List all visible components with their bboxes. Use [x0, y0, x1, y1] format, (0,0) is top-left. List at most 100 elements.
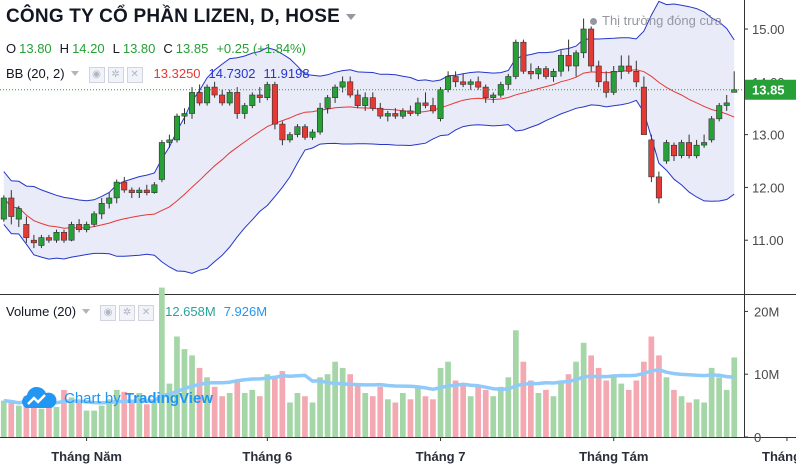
volume-bar — [460, 383, 466, 437]
candle-down — [648, 139, 655, 178]
volume-bar — [671, 389, 677, 437]
volume-bar — [53, 406, 60, 437]
candle-down — [655, 176, 662, 199]
candle-up — [38, 237, 45, 246]
candle-up — [723, 102, 730, 106]
volume-bar — [61, 389, 67, 437]
candle-up — [316, 107, 323, 133]
volume-value: 12.658M — [165, 304, 216, 319]
candle-down — [279, 123, 286, 141]
volume-bar — [400, 393, 406, 437]
candle-up — [204, 86, 211, 104]
candle-up — [324, 97, 331, 109]
volume-bar — [279, 371, 286, 437]
volume-bar — [241, 393, 248, 437]
volume-bars — [0, 287, 738, 437]
high-label: H — [59, 41, 70, 56]
candle-up — [166, 139, 173, 143]
candle-down — [8, 197, 15, 217]
symbol-title[interactable]: CÔNG TY CỔ PHẦN LIZEN, D, HOSE — [6, 6, 356, 28]
time-tick-label: Tháng Năm — [51, 449, 122, 464]
volume-bar — [430, 399, 436, 437]
low-value: 13.80 — [122, 41, 156, 56]
candle-up — [309, 131, 316, 138]
symbol-title-text: CÔNG TY CỔ PHẦN LIZEN, D, HOSE — [6, 6, 340, 27]
market-status: Thị trường đóng cửa — [590, 13, 722, 28]
volume-bar — [121, 391, 128, 437]
candle-down — [143, 189, 150, 194]
candle-up — [678, 142, 685, 156]
volume-label[interactable]: Volume (20) — [6, 304, 77, 319]
candle-down — [603, 81, 610, 93]
chevron-down-icon[interactable] — [345, 13, 356, 20]
volume-bar — [490, 396, 497, 437]
candle-down — [347, 81, 354, 96]
candle-down — [588, 28, 595, 67]
low-label: L — [112, 41, 120, 56]
gear-icon[interactable]: ✲ — [107, 66, 124, 83]
eye-icon[interactable]: ◉ — [100, 304, 117, 321]
time-tick-label: Tháng 9 — [762, 449, 796, 464]
volume-bar — [513, 330, 519, 437]
candle-up — [618, 65, 625, 72]
candle-up — [414, 102, 421, 114]
candle-up — [15, 208, 22, 220]
volume-bar — [497, 386, 504, 437]
volume-bar — [678, 396, 685, 437]
candle-up — [399, 110, 406, 117]
volume-bar — [385, 399, 391, 437]
candle-up — [580, 28, 587, 54]
volume-bar — [174, 336, 180, 437]
candle-up — [557, 55, 564, 72]
tradingview-logo[interactable]: Chart by TradingView — [18, 386, 213, 412]
volume-tick-label: 0 — [754, 430, 761, 445]
candle-up — [731, 89, 738, 93]
chevron-down-icon[interactable] — [70, 71, 79, 77]
volume-bar — [701, 402, 707, 437]
volume-bar — [23, 396, 30, 437]
volume-bar — [98, 405, 105, 437]
volume-bar — [377, 386, 384, 437]
volume-bar — [686, 402, 692, 437]
price-tick-label: 11.00 — [752, 233, 784, 248]
volume-bar — [31, 399, 37, 437]
volume-bar — [91, 410, 97, 437]
candle-up — [701, 142, 708, 146]
close-icon[interactable]: ✕ — [138, 304, 155, 321]
volume-bar — [324, 374, 331, 437]
close-icon[interactable]: ✕ — [126, 66, 143, 83]
logo-chart-text: Chart — [64, 389, 101, 407]
candle-up — [610, 71, 617, 93]
change-value: +0.25 (+1.84%) — [216, 41, 306, 56]
last-price-tag: 13.85 — [0, 79, 796, 100]
volume-ma-value: 7.926M — [223, 304, 268, 319]
candle-up — [249, 94, 256, 106]
bb-label[interactable]: BB (20, 2) — [6, 66, 65, 81]
volume-bar — [309, 402, 316, 437]
candle-up — [226, 92, 233, 104]
volume-bar — [535, 393, 542, 437]
chevron-down-icon[interactable] — [82, 309, 91, 315]
volume-bar — [219, 396, 225, 437]
candle-up — [362, 97, 369, 106]
price-tick-label: 12.00 — [752, 180, 785, 195]
candle-down — [30, 239, 37, 244]
candle-down — [527, 71, 534, 75]
gear-icon[interactable]: ✲ — [119, 304, 136, 321]
time-tick-label: Tháng 6 — [242, 449, 292, 464]
bb-upper-line — [3, 0, 735, 202]
volume-bar — [144, 404, 150, 437]
candle-down — [301, 126, 308, 138]
volume-bar — [226, 393, 233, 437]
eye-icon[interactable]: ◉ — [88, 66, 105, 83]
volume-bar — [151, 402, 158, 437]
volume-bar — [565, 374, 572, 437]
candle-down — [369, 97, 376, 109]
volume-bar — [347, 374, 353, 437]
candle-down — [422, 102, 429, 106]
bollinger-bands — [3, 0, 735, 274]
bb-middle-value: 13.3250 — [153, 66, 201, 81]
candle-up — [241, 105, 248, 114]
volume-bar — [618, 383, 625, 437]
